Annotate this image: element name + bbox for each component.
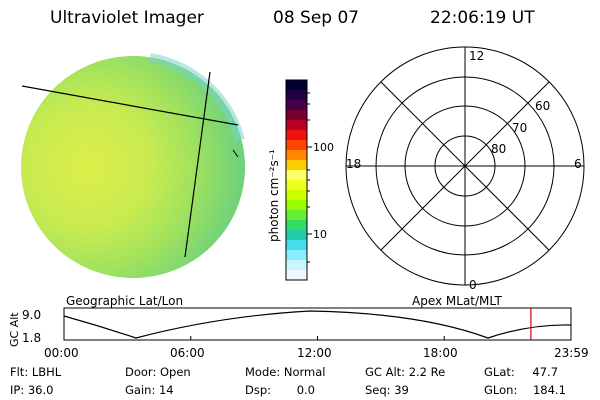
x-tick-0600: 06:00	[170, 346, 205, 360]
status-mode: Mode: Normal	[245, 365, 326, 379]
status-flt: Flt: LBHL	[10, 365, 62, 379]
colorbar-segment	[286, 100, 307, 111]
colorbar-tick-100: 100	[313, 141, 334, 154]
orbit-right-label: Apex MLat/MLT	[412, 294, 502, 308]
colorbar-segment	[286, 230, 307, 241]
colorbar-segment	[286, 200, 307, 211]
y-tick-1.8: 1.8	[22, 331, 41, 345]
x-tick-0000: 00:00	[44, 346, 79, 360]
colorbar-segment	[286, 110, 307, 121]
colorbar-segment	[286, 130, 307, 141]
y-tick-9: 9.0	[22, 308, 41, 322]
geo-line-2	[184, 71, 211, 258]
orbit-left-label: Geographic Lat/Lon	[66, 294, 184, 308]
mlat-label-80: 80	[491, 142, 506, 156]
mlat-label-60: 60	[535, 99, 550, 113]
status-ip: IP: 36.0	[10, 383, 54, 397]
colorbar-segment	[286, 270, 307, 281]
colorbar-segment	[286, 80, 307, 91]
colorbar-segment	[286, 260, 307, 271]
x-tick-1200: 12:00	[297, 346, 332, 360]
colorbar-segment	[286, 120, 307, 131]
status-door: Door: Open	[125, 365, 191, 379]
status-gc-alt: GC Alt: 2.2 Re	[365, 365, 446, 379]
colorbar-segment	[286, 250, 307, 261]
x-tick-1800: 18:00	[423, 346, 458, 360]
status-seq: Seq: 39	[365, 383, 409, 397]
mlt-label-12: 12	[469, 49, 484, 63]
mlt-label-6: 6	[574, 157, 582, 171]
colorbar-tick-10: 10	[313, 228, 327, 241]
colorbar-segment	[286, 210, 307, 221]
colorbar-segment	[286, 140, 307, 151]
altitude-curve	[63, 310, 572, 339]
mlt-label-18: 18	[346, 157, 361, 171]
status-glat: GLat: 47.7	[484, 365, 559, 379]
status-dsp: Dsp: 0.0	[245, 383, 315, 397]
colorbar-segment	[286, 170, 307, 181]
colorbar-segment	[286, 180, 307, 191]
instrument-title: Ultraviolet Imager	[50, 8, 204, 28]
mlat-label-70: 70	[512, 121, 527, 135]
colorbar-unit-label: photon cm⁻²s⁻¹	[267, 149, 281, 242]
mlt-diag-2	[380, 81, 550, 251]
colorbar-segment	[286, 240, 307, 251]
colorbar-segment	[286, 160, 307, 171]
colorbar-segment	[286, 90, 307, 101]
time-label: 22:06:19 UT	[430, 8, 535, 28]
y-axis-label: GC Alt	[8, 312, 21, 347]
status-glon: GLon: 184.1	[484, 383, 566, 397]
colorbar-segment	[286, 220, 307, 231]
mlt-label-0: 0	[469, 278, 477, 292]
colorbar-segment	[286, 150, 307, 161]
geo-line-1	[21, 85, 239, 126]
colorbar-segment	[286, 190, 307, 201]
x-tick-2359: 23:59	[554, 346, 589, 360]
geo-tick	[232, 149, 239, 158]
limb-highlight	[149, 53, 245, 142]
status-gain: Gain: 14	[125, 383, 174, 397]
date-label: 08 Sep 07	[273, 8, 360, 28]
